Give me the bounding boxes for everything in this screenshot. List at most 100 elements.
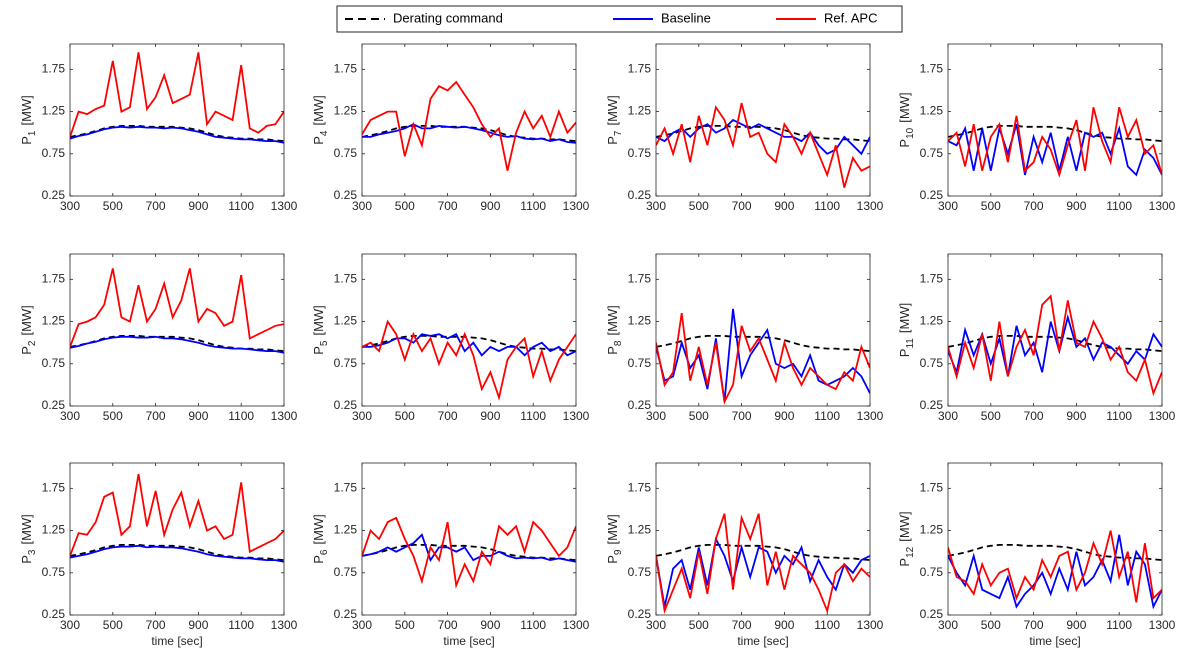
y-label-subscript: 10 [905,127,916,139]
x-tick-label: 1100 [1106,618,1132,632]
x-tick-label: 1300 [563,618,590,632]
series-line [656,335,870,352]
y-axis-label: P12 [MW] [897,511,915,566]
y-tick-label: 1.75 [42,481,66,495]
x-tick-label: 500 [395,409,415,423]
x-tick-label: 1100 [520,199,546,213]
x-tick-label: 300 [646,199,666,213]
x-tick-label: 700 [146,409,166,423]
x-tick-label: 300 [352,199,372,213]
x-tick-label: 1300 [271,199,298,213]
x-tick-label: 700 [732,199,752,213]
x-tick-label: 700 [1024,618,1044,632]
series-line [70,52,284,138]
x-axis-label: time [sec] [443,634,494,648]
axes-box [69,462,285,616]
y-tick-label: 0.25 [42,607,66,621]
y-tick-label: 1.75 [920,62,944,76]
x-tick-label: 1100 [814,199,840,213]
y-label-subscript: 8 [613,340,624,346]
y-tick-label: 0.75 [628,565,652,579]
x-tick-label: 900 [480,618,500,632]
y-label-subscript: 6 [319,549,330,555]
series-line [362,335,576,352]
y-label-subscript: 9 [613,549,624,555]
y-tick-label: 1.25 [920,523,944,537]
y-tick-label: 1.75 [628,481,652,495]
x-tick-label: 300 [60,199,80,213]
y-axis-label: P8 [MW] [605,305,623,355]
y-label-subscript: 11 [905,338,916,349]
y-axis-label: P4 [MW] [311,95,329,145]
axes-box [655,253,871,407]
x-tick-label: 1300 [563,199,590,213]
series-line [948,107,1162,178]
y-tick-label: 0.25 [334,398,358,412]
x-tick-label: 500 [689,199,709,213]
x-tick-label: 1100 [1106,409,1132,423]
x-tick-label: 1100 [228,409,254,423]
axes-box [947,43,1163,197]
x-tick-label: 900 [1066,618,1086,632]
series-line [656,312,870,405]
y-label-subscript: 3 [27,549,38,555]
y-tick-label: 1.75 [628,62,652,76]
y-tick-label: 0.25 [628,607,652,621]
y-label-symbol: P [311,346,326,355]
series-line [656,125,870,142]
y-label-symbol: P [897,558,912,567]
series-line [948,335,1162,352]
y-tick-label: 0.25 [920,398,944,412]
y-tick-label: 1.25 [628,314,652,328]
y-tick-label: 1.25 [42,314,66,328]
y-label-symbol: P [897,349,912,358]
series-line [656,513,870,615]
x-tick-label: 500 [981,409,1001,423]
x-tick-label: 700 [438,618,458,632]
y-tick-label: 1.75 [920,272,944,286]
x-tick-label: 900 [774,409,794,423]
x-tick-label: 1300 [271,409,298,423]
y-axis-label: P10 [MW] [897,92,915,147]
x-tick-label: 1100 [228,199,254,213]
axes-box [655,43,871,197]
series-line [948,530,1162,603]
y-tick-label: 1.25 [42,523,66,537]
series-line [70,268,284,348]
y-axis-label: P1 [MW] [19,95,37,145]
x-tick-label: 900 [480,199,500,213]
y-label-symbol: P [605,346,620,355]
x-tick-label: 700 [732,409,752,423]
y-label-unit: [MW] [605,95,620,125]
x-tick-label: 700 [1024,409,1044,423]
y-tick-label: 0.75 [628,356,652,370]
y-label-symbol: P [19,136,34,145]
y-axis-label: P3 [MW] [19,514,37,564]
y-tick-label: 0.75 [42,146,66,160]
axes-box [947,462,1163,616]
y-tick-label: 0.25 [628,188,652,202]
x-tick-label: 1300 [1149,618,1176,632]
y-tick-label: 1.25 [334,314,358,328]
legend-label: Baseline [661,10,711,25]
y-label-subscript: 7 [613,130,624,136]
x-tick-label: 1300 [1149,199,1176,213]
series-line [70,125,284,144]
y-label-symbol: P [897,139,912,148]
x-tick-label: 300 [60,618,80,632]
x-tick-label: 300 [646,618,666,632]
x-axis-label: time [sec] [737,634,788,648]
x-tick-label: 700 [146,199,166,213]
y-tick-label: 0.25 [42,398,66,412]
y-label-unit: [MW] [605,514,620,544]
x-tick-label: 1300 [857,618,884,632]
x-tick-label: 1300 [271,618,298,632]
y-label-unit: [MW] [19,305,34,335]
x-tick-label: 1100 [520,618,546,632]
y-tick-label: 0.25 [42,188,66,202]
y-axis-label: P7 [MW] [605,95,623,145]
y-tick-label: 1.25 [920,104,944,118]
axes-box [361,43,577,197]
x-tick-label: 500 [689,409,709,423]
